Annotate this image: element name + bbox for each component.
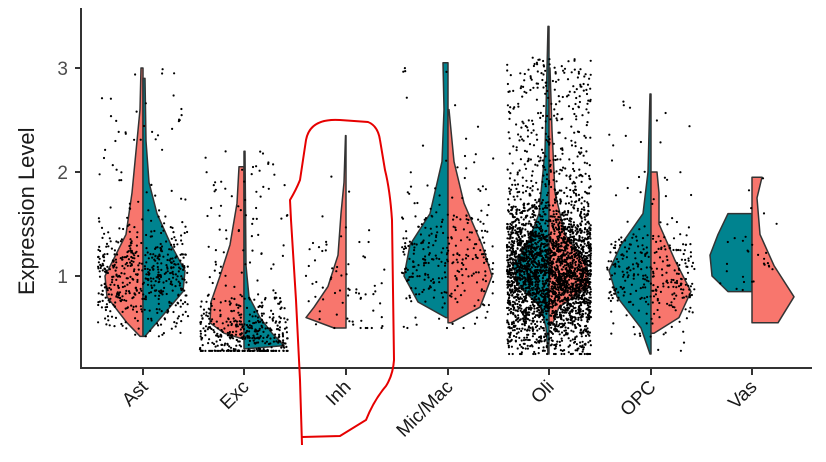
violins	[104, 25, 795, 355]
x-tick-label: Oli	[527, 377, 558, 408]
y-tick-label: 1	[57, 267, 68, 288]
y-tick-label: 2	[57, 163, 68, 184]
x-tick-label: Exc	[216, 377, 253, 414]
violin-vas-right-half	[751, 176, 795, 324]
red-annotation-outline	[288, 118, 396, 446]
violin-mic-mac-right-half	[447, 108, 493, 324]
violin-opc-left-half	[608, 93, 652, 355]
x-tick-label: Inh	[322, 377, 356, 411]
x-ticks: Ast Exc Inh Mic/Mac Oli OPC Vas	[118, 368, 762, 442]
x-tick-label: Ast	[118, 376, 153, 411]
x-tick-label: OPC	[617, 377, 661, 421]
y-ticks: 1 2 3	[57, 59, 81, 288]
x-tick-label: Vas	[725, 377, 762, 414]
violin-vas-left-half	[709, 212, 753, 293]
x-tick-label: Mic/Mac	[393, 377, 458, 442]
violin-mic-mac-left-half	[403, 62, 449, 319]
violin-ast-right-half	[142, 77, 186, 338]
jitter-points	[97, 56, 778, 356]
violin-inh-left-half	[305, 134, 347, 329]
violin-exc-right-half	[243, 150, 285, 350]
y-tick-label: 3	[57, 59, 68, 80]
